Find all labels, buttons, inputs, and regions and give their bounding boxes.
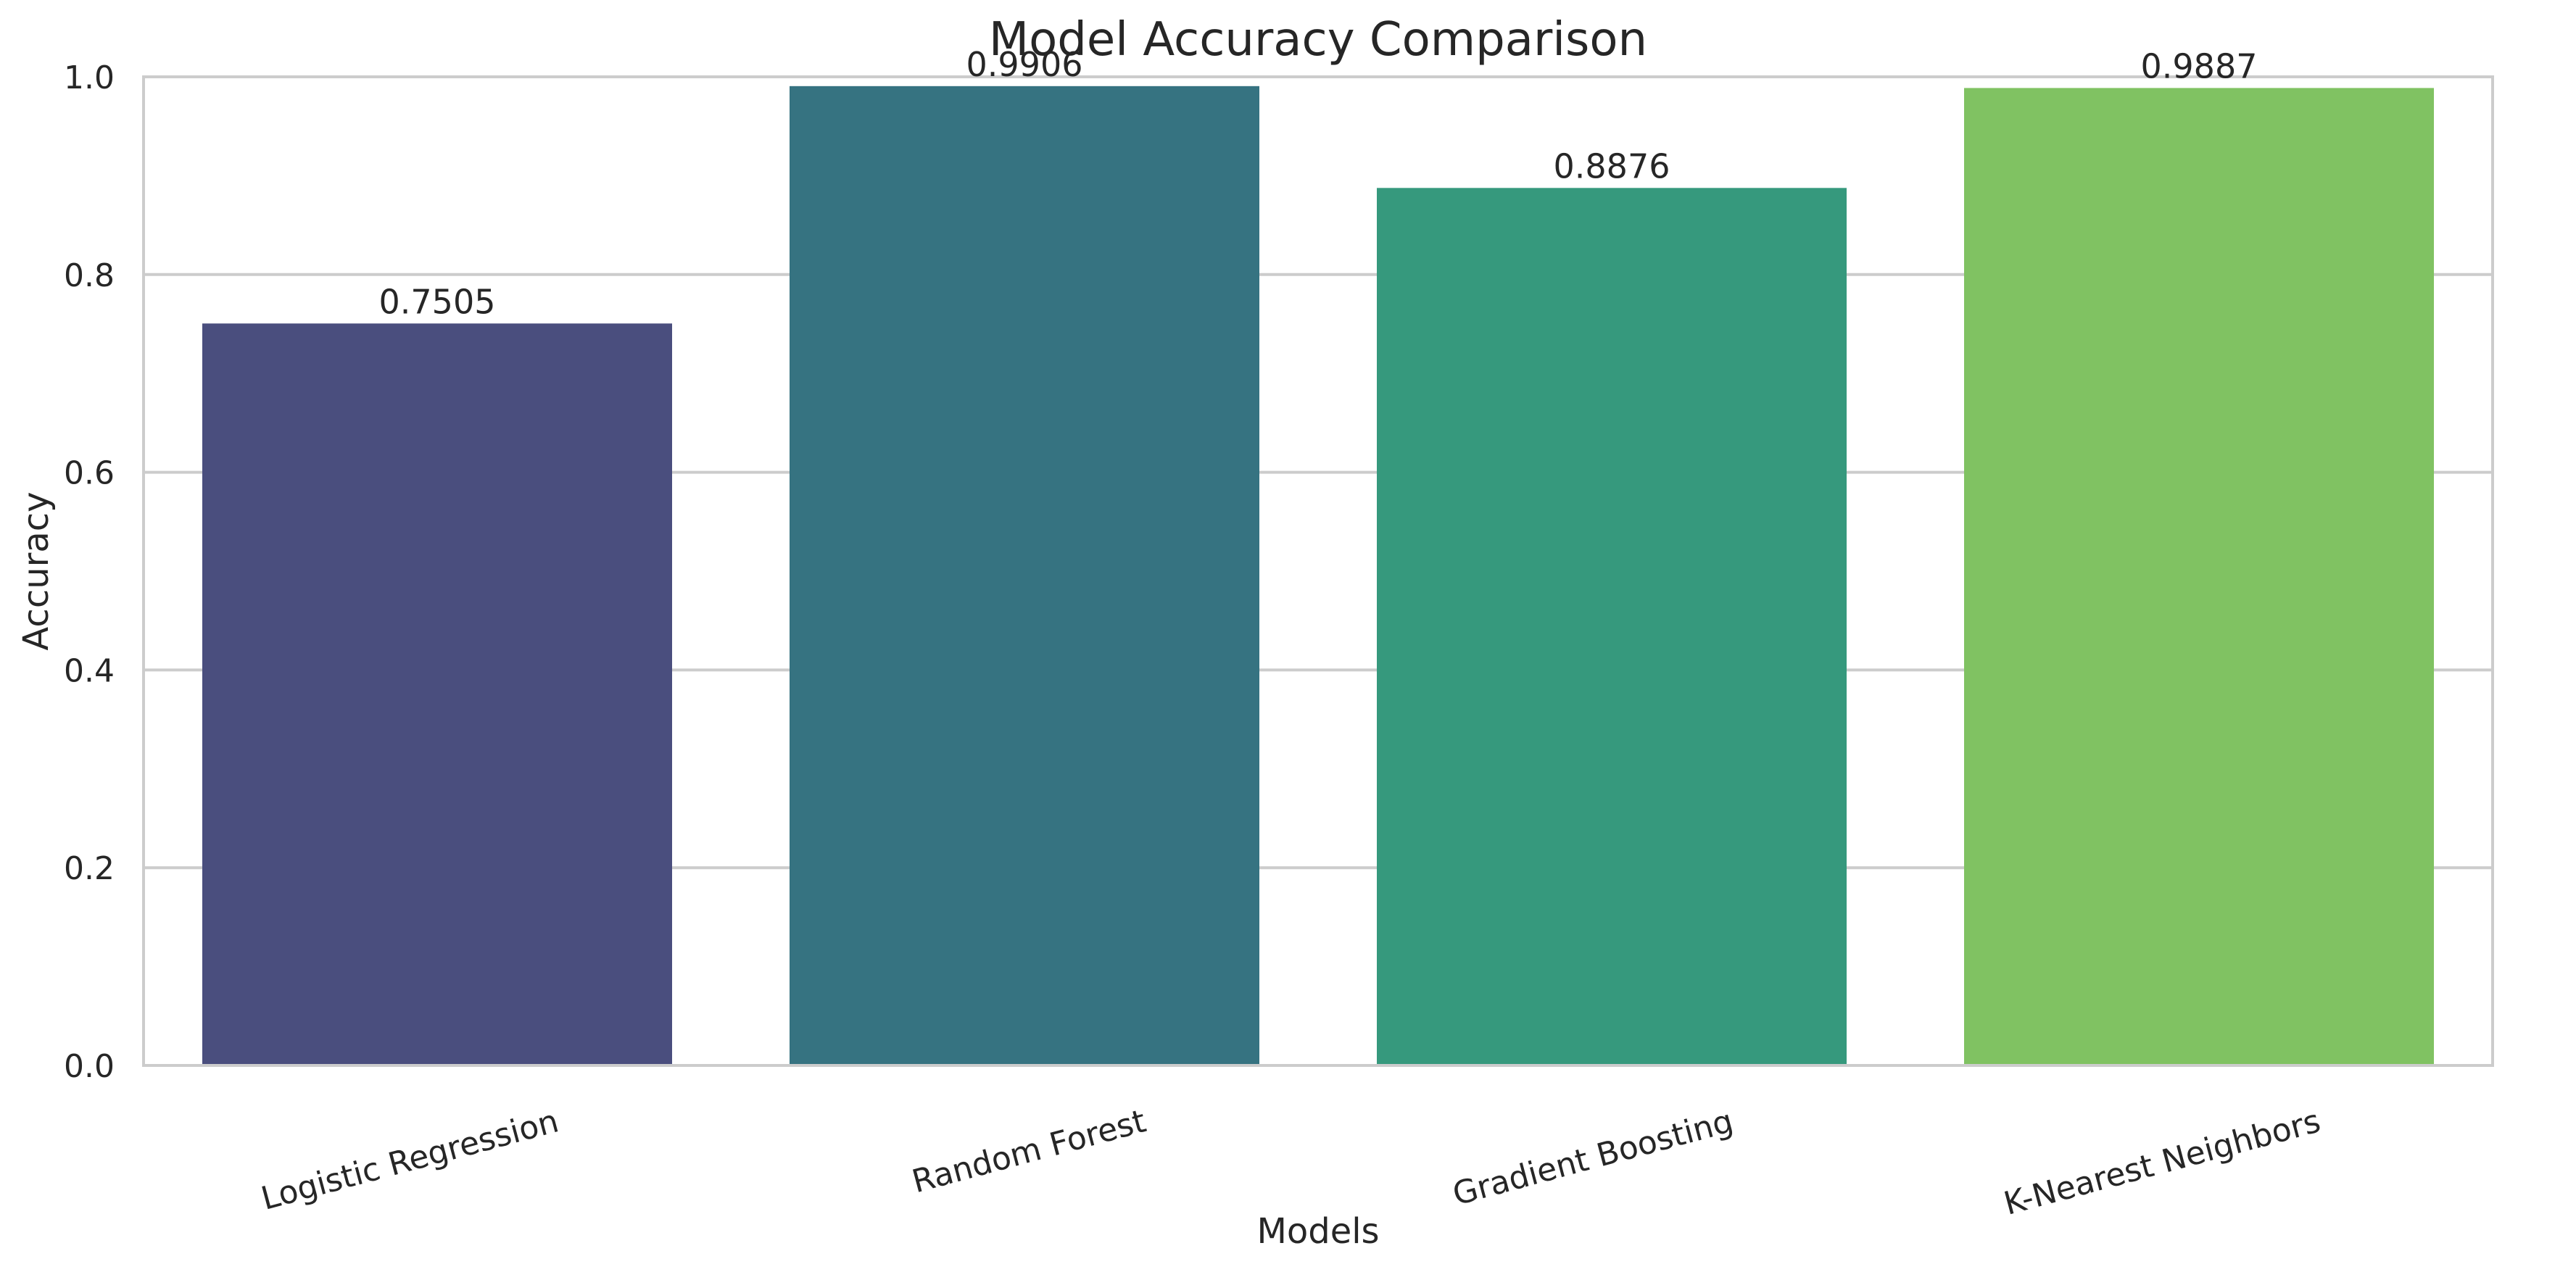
y-tick-label: 0.0 [64,1048,115,1085]
plot-frame [142,75,2494,1067]
bar-gradient-boosting [1377,188,1847,1065]
bar-value-label: 0.7505 [379,282,496,321]
y-tick-label: 0.8 [64,257,115,294]
bar-k-nearest-neighbors [1964,88,2434,1065]
bar-random-forest [790,86,1259,1065]
bar-value-label: 0.8876 [1554,146,1670,186]
y-axis-label: Accuracy [16,491,57,650]
y-tick-label: 0.4 [64,652,115,689]
y-tick-labels: 0.0 0.2 0.4 0.6 0.8 1.0 [64,59,115,1085]
y-tick-label: 1.0 [64,59,115,96]
bar-value-label: 0.9906 [966,45,1083,84]
y-tick-label: 0.6 [64,455,115,492]
x-tick-labels: Logistic Regression Random Forest Gradient… [257,1102,2324,1223]
x-tick-label: Random Forest [908,1102,1150,1200]
bar-layer [202,86,2434,1065]
x-tick-label: K-Nearest Neighbors [2000,1102,2324,1223]
bar-value-label: 0.9887 [2141,46,2258,86]
value-labels: 0.7505 0.9906 0.8876 0.9887 [379,45,2258,321]
bar-logistic-regression [202,323,672,1065]
chart-title: Model Accuracy Comparison [989,13,1647,67]
y-tick-label: 0.2 [64,850,115,887]
x-axis-label: Models [1256,1211,1379,1252]
x-tick-label: Gradient Boosting [1449,1102,1736,1213]
x-tick-label: Logistic Regression [257,1102,563,1218]
